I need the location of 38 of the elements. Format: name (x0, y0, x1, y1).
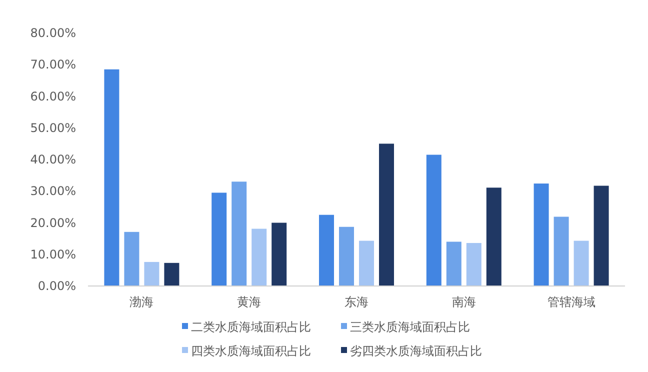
y-tick-label: 40.00% (30, 152, 76, 166)
y-tick-label: 60.00% (30, 89, 76, 104)
bar (359, 240, 374, 286)
y-tick-label: 80.00% (30, 26, 76, 40)
legend-label: 劣四类水质海域面积占比 (350, 344, 482, 358)
bar (379, 144, 394, 286)
legend-label: 二类水质海域面积占比 (191, 320, 311, 334)
legend-label: 三类水质海域面积占比 (350, 320, 470, 334)
y-tick-label: 10.00% (30, 247, 76, 262)
bar (574, 240, 589, 286)
bar (534, 184, 549, 286)
y-tick-label: 30.00% (30, 184, 76, 198)
x-tick-label: 黄海 (237, 295, 262, 309)
bar (554, 216, 569, 286)
bar (124, 232, 140, 286)
bar (252, 228, 267, 286)
bar (164, 262, 180, 286)
x-tick-label: 管辖海域 (547, 295, 596, 309)
y-tick-label: 0.00% (38, 279, 76, 293)
bar (319, 214, 334, 286)
bar (232, 182, 247, 286)
y-tick-label: 50.00% (30, 120, 76, 135)
bar (104, 69, 120, 286)
x-tick-label: 渤海 (130, 295, 154, 309)
bar (212, 192, 227, 286)
bar (466, 242, 482, 286)
bar (486, 188, 502, 286)
bar (144, 262, 160, 286)
bar (446, 242, 462, 286)
y-tick-label: 20.00% (30, 216, 76, 230)
bar (426, 154, 442, 286)
legend-label: 四类水质海域面积占比 (191, 344, 311, 358)
x-tick-label: 东海 (344, 295, 368, 309)
bar (339, 226, 354, 286)
bar (594, 186, 609, 286)
y-tick-label: 70.00% (30, 58, 76, 72)
bar (272, 222, 287, 286)
x-tick-label: 南海 (452, 295, 476, 309)
